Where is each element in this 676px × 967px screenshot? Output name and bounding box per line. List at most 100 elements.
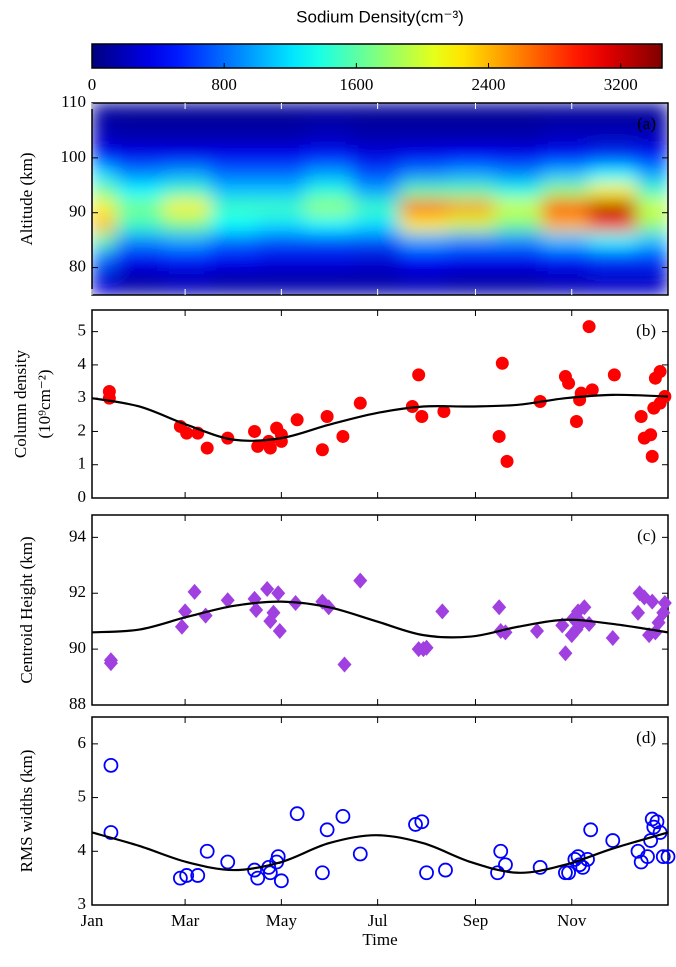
data-point: [352, 846, 368, 862]
x-tick-label: Sep: [463, 911, 489, 930]
data-point: [263, 441, 277, 455]
data-point: [490, 865, 505, 881]
heat-cell: [636, 248, 668, 269]
heat-cell: [115, 199, 164, 216]
heat-cell: [494, 248, 543, 269]
data-point: [558, 865, 573, 881]
x-tick-label: Jan: [81, 911, 104, 930]
heat-cell: [305, 199, 353, 216]
data-point: [103, 825, 119, 840]
heat-cell: [305, 124, 353, 148]
heat-cell: [163, 231, 211, 249]
heat-cell: [163, 166, 211, 184]
heat-cell: [399, 124, 448, 148]
colorbar: [91, 43, 663, 69]
y-tick-label: 100: [61, 147, 87, 166]
heatmap: [92, 103, 668, 295]
heat-cell: [115, 166, 164, 184]
heat-cell: [589, 124, 637, 148]
y-axis-label: Column density: [11, 349, 30, 458]
heat-cell: [636, 231, 668, 249]
data-point: [314, 865, 330, 881]
data-point: [251, 439, 265, 453]
heat-cell: [399, 215, 448, 233]
data-point: [415, 409, 429, 423]
heat-cell: [447, 267, 495, 295]
data-point: [353, 396, 367, 410]
heat-cell: [163, 124, 211, 148]
heat-cell: [447, 103, 495, 126]
heat-cell: [92, 182, 117, 200]
x-axis-label: Time: [362, 930, 397, 949]
heat-cell: [399, 103, 448, 126]
data-point: [419, 639, 434, 656]
heat-cell: [447, 146, 495, 167]
data-point: [649, 814, 665, 830]
heat-cell: [163, 103, 211, 126]
colorbar-tick-label: 3200: [604, 75, 638, 94]
data-point: [492, 429, 506, 443]
data-point: [273, 873, 289, 889]
panel-label: (c): [637, 526, 656, 545]
heat-cell: [494, 166, 543, 184]
heat-cell: [92, 215, 117, 233]
heat-cell: [399, 248, 448, 269]
heat-cell: [210, 215, 259, 233]
heat-cell: [447, 166, 495, 184]
heat-cell: [399, 166, 448, 184]
data-point: [289, 806, 305, 822]
heat-cell: [115, 103, 164, 126]
data-point: [266, 604, 281, 621]
heat-cell: [210, 124, 259, 148]
data-point: [634, 409, 648, 423]
data-point: [174, 618, 189, 635]
data-point: [179, 868, 195, 883]
y-tick-label: 5: [78, 786, 87, 805]
x-tick-label: Nov: [557, 911, 587, 930]
data-point: [199, 843, 215, 859]
plot-frame: [91, 102, 669, 296]
data-point: [532, 860, 548, 875]
colorbar-tick-label: 0: [88, 75, 97, 94]
heat-cell: [92, 146, 117, 167]
data-point: [631, 604, 646, 621]
heat-cell: [541, 146, 590, 167]
heat-cell: [257, 199, 306, 216]
y-axis-label: RMS widths (km): [17, 750, 36, 873]
heat-cell: [352, 215, 401, 233]
plot-frame: [91, 514, 669, 706]
heat-cell: [589, 103, 637, 126]
heat-cell: [115, 267, 164, 295]
data-point: [103, 655, 118, 672]
data-point: [414, 814, 430, 830]
y-tick-label: 90: [69, 202, 86, 221]
heat-cell: [636, 103, 668, 126]
heat-cell: [163, 182, 211, 200]
heat-cell: [257, 124, 306, 148]
heat-cell: [257, 166, 306, 184]
heat-cell: [352, 166, 401, 184]
heat-cell: [115, 215, 164, 233]
heat-cell: [257, 215, 306, 233]
data-point: [438, 862, 453, 878]
heat-cell: [305, 267, 353, 295]
y-axis-label: (10⁹cm⁻²): [35, 369, 54, 438]
heat-cell: [352, 267, 401, 295]
colorbar-tick-label: 800: [211, 75, 237, 94]
heat-cell: [541, 248, 590, 269]
heat-cell: [589, 231, 637, 249]
heat-cell: [163, 146, 211, 167]
heat-cell: [589, 146, 637, 167]
y-tick-label: 88: [69, 694, 86, 713]
heatmap-cells: [92, 103, 668, 295]
data-point: [437, 404, 451, 418]
data-point: [605, 629, 620, 646]
heat-cell: [210, 166, 259, 184]
y-axis-label: Altitude (km): [17, 152, 36, 245]
heat-cell: [352, 248, 401, 269]
data-point: [653, 365, 667, 379]
data-point: [500, 454, 514, 468]
data-point: [250, 870, 266, 886]
heat-cell: [210, 199, 259, 216]
heat-cell: [494, 199, 543, 216]
